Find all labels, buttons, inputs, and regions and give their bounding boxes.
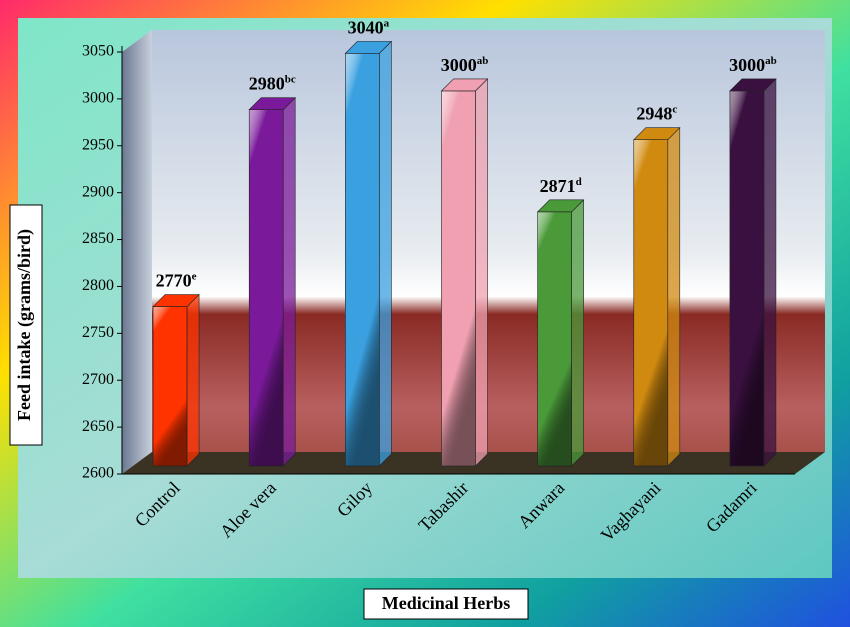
y-tick-label: 2650 <box>82 418 114 435</box>
y-axis-label: Feed intake (grams/bird) <box>14 229 35 421</box>
bar <box>345 53 380 467</box>
significance-letter: c <box>672 103 677 115</box>
value-label: 2770e <box>156 270 197 291</box>
bar-side <box>667 126 681 467</box>
bar <box>633 139 669 467</box>
bar-top <box>344 41 393 54</box>
y-tick-label: 2900 <box>82 183 114 200</box>
significance-letter: a <box>384 17 390 29</box>
value-number: 2948 <box>636 104 672 124</box>
value-number: 3000 <box>729 55 765 75</box>
bar <box>248 109 284 467</box>
bar-side <box>282 96 296 467</box>
y-label-box <box>9 204 43 446</box>
value-number: 3040 <box>348 18 384 38</box>
bar <box>441 90 476 467</box>
value-label: 2871d <box>540 175 582 196</box>
value-label: 2980bc <box>249 73 296 94</box>
y-tick-label: 2950 <box>82 136 114 153</box>
x-axis-label: Medicinal Herbs <box>382 593 511 613</box>
bar-side <box>186 293 200 467</box>
bar-top <box>536 199 585 213</box>
y-tick-label: 2700 <box>82 371 114 388</box>
bar-top <box>633 127 681 140</box>
bar <box>729 90 765 467</box>
bar-top <box>248 97 296 110</box>
bar-side <box>379 40 392 467</box>
bar-top <box>152 294 200 307</box>
value-label: 3000ab <box>729 54 777 75</box>
left-wall <box>122 30 152 474</box>
y-tick-label: 2850 <box>82 230 114 247</box>
bar <box>537 211 572 467</box>
significance-letter: ab <box>477 54 489 66</box>
value-label: 3000ab <box>441 54 489 75</box>
bar-side <box>763 78 777 467</box>
significance-letter: bc <box>285 73 296 85</box>
value-label: 3040a <box>348 17 390 38</box>
y-tick-label: 2800 <box>82 277 114 294</box>
significance-letter: d <box>576 175 582 187</box>
value-number: 3000 <box>441 55 477 75</box>
value-number: 2980 <box>249 74 285 94</box>
bar-top <box>729 78 777 92</box>
bar-side <box>571 199 584 467</box>
bar <box>152 306 188 467</box>
significance-letter: ab <box>765 54 777 66</box>
bar-top <box>440 78 489 92</box>
value-number: 2770 <box>156 271 192 291</box>
y-tick-label: 3050 <box>82 43 114 60</box>
x-label-box <box>363 588 529 620</box>
value-number: 2871 <box>540 176 576 196</box>
y-tick-label: 3000 <box>82 90 114 107</box>
y-tick-label: 2750 <box>82 324 114 341</box>
y-tick-label: 2600 <box>82 465 114 482</box>
bar-side <box>475 78 488 467</box>
significance-letter: e <box>192 270 197 282</box>
value-label: 2948c <box>636 103 677 124</box>
